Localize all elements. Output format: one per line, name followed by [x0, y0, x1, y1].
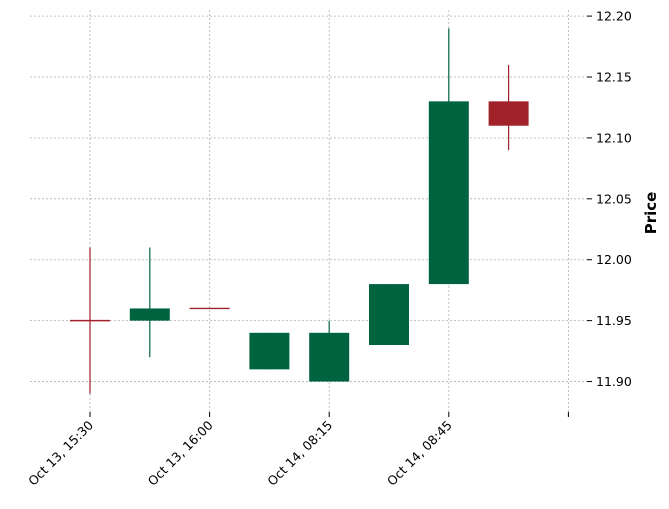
y-tick-label: 12.05 [596, 191, 632, 206]
y-tick-label: 11.95 [596, 313, 632, 328]
candle-body [428, 101, 469, 285]
y-tick-label: 12.00 [596, 252, 632, 267]
candle [129, 247, 170, 358]
y-tick-label: 12.20 [596, 9, 632, 24]
x-tick-label: Oct 13, 16:00 [145, 417, 216, 488]
x-axis: Oct 13, 15:30 Oct 13, 16:00 Oct 14, 08:15 O… [25, 412, 569, 489]
candles [70, 28, 529, 394]
candle [428, 28, 469, 285]
candle [369, 284, 409, 345]
candle [249, 332, 290, 370]
x-tick-label: Oct 14, 08:45 [384, 418, 455, 489]
candle [309, 320, 350, 382]
candle-body [249, 332, 290, 370]
candle [70, 247, 110, 394]
y-tick-label: 12.10 [596, 130, 632, 145]
candle-body [309, 332, 350, 382]
y-axis-title: Price [642, 192, 660, 235]
y-tick-label: 11.90 [596, 374, 632, 389]
x-tick-label: Oct 13, 15:30 [25, 417, 96, 488]
y-axis: 11.90 11.95 12.00 12.05 12.10 12.15 12.20 [587, 9, 632, 389]
candle-body [369, 284, 409, 345]
x-tick-label: Oct 14, 08:15 [264, 418, 335, 489]
candle-body [129, 308, 170, 321]
grid [30, 10, 587, 412]
candle-body [488, 101, 529, 126]
candle [488, 64, 529, 151]
y-tick-label: 12.15 [596, 70, 632, 85]
